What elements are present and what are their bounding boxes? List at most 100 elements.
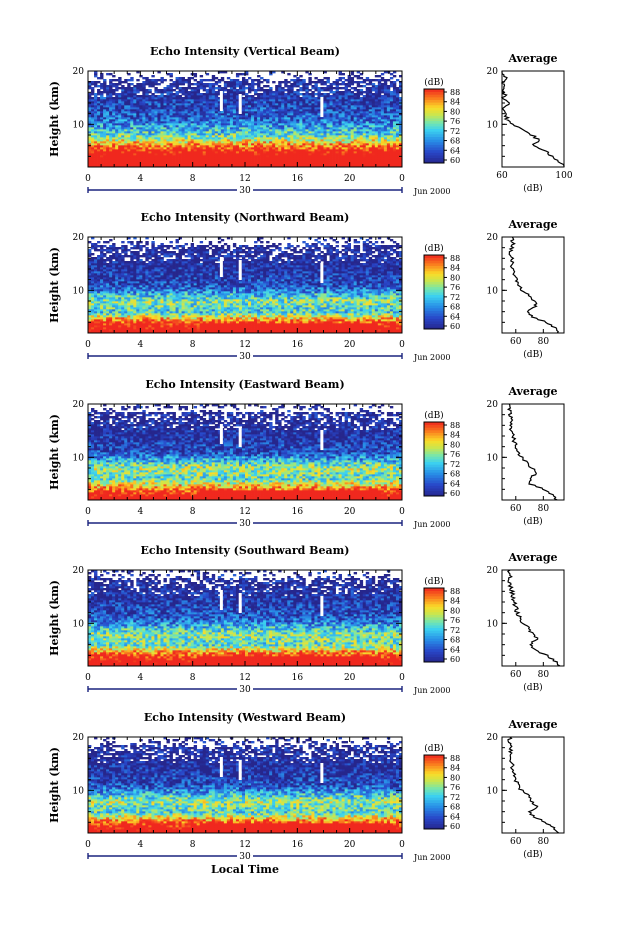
heatmap-cell <box>109 85 112 87</box>
heatmap-cell <box>327 139 330 141</box>
heatmap-cell <box>354 113 357 115</box>
heatmap-cell <box>308 113 311 115</box>
heatmap-cell <box>363 163 366 165</box>
heatmap-cell <box>308 127 311 129</box>
heatmap-cell <box>139 139 142 141</box>
heatmap-cell <box>127 137 130 139</box>
heatmap-cell <box>254 131 257 133</box>
heatmap-cell <box>142 161 145 163</box>
heatmap-cell <box>112 123 115 125</box>
heatmap-cell <box>372 119 375 121</box>
heatmap-cell <box>154 107 157 109</box>
heatmap-cell <box>112 97 115 99</box>
heatmap-cell <box>224 81 227 83</box>
heatmap-cell <box>103 275 106 277</box>
heatmap-cell <box>287 147 290 149</box>
heatmap-cell <box>151 161 154 163</box>
heatmap-cell <box>173 123 176 125</box>
heatmap-cell <box>324 163 327 165</box>
heatmap-cell <box>269 105 272 107</box>
heatmap-cell <box>173 101 176 103</box>
heatmap-cell <box>136 151 139 153</box>
heatmap-cell <box>299 137 302 139</box>
heatmap-cell <box>94 105 97 107</box>
heatmap-cell <box>260 131 263 133</box>
heatmap-cell <box>327 153 330 155</box>
heatmap-cell <box>257 147 260 149</box>
heatmap-cell <box>139 99 142 101</box>
heatmap-cell <box>345 131 348 133</box>
heatmap-cell <box>185 119 188 121</box>
heatmap-cell <box>381 77 384 79</box>
heatmap-cell <box>342 91 345 93</box>
heatmap-cell <box>94 109 97 111</box>
heatmap-cell <box>100 85 103 87</box>
heatmap-cell <box>269 139 272 141</box>
heatmap-cell <box>154 119 157 121</box>
heatmap-cell <box>336 99 339 101</box>
heatmap-cell <box>100 157 103 159</box>
heatmap-cell <box>163 145 166 147</box>
heatmap-cell <box>378 101 381 103</box>
heatmap-cell <box>275 135 278 137</box>
heatmap-cell <box>109 329 112 331</box>
heatmap-cell <box>257 129 260 131</box>
heatmap-cell <box>206 97 209 99</box>
heatmap-cell <box>203 141 206 143</box>
heatmap-cell <box>327 131 330 133</box>
heatmap-cell <box>248 91 251 93</box>
heatmap-cell <box>215 163 218 165</box>
heatmap-cell <box>179 149 182 151</box>
heatmap-cell <box>106 323 109 325</box>
heatmap-cell <box>381 157 384 159</box>
heatmap-cell <box>218 159 221 161</box>
colorbar-segment <box>424 129 444 132</box>
heatmap-cell <box>157 153 160 155</box>
heatmap-cell <box>396 131 399 133</box>
heatmap-cell <box>330 125 333 127</box>
heatmap-cell <box>251 153 254 155</box>
heatmap-cell <box>290 93 293 95</box>
heatmap-cell <box>221 139 224 141</box>
heatmap-cell <box>357 117 360 119</box>
heatmap-cell <box>170 97 173 99</box>
heatmap-cell <box>100 97 103 99</box>
heatmap-cell <box>188 147 191 149</box>
heatmap-cell <box>290 135 293 137</box>
heatmap-cell <box>366 139 369 141</box>
heatmap-cell <box>179 119 182 121</box>
heatmap-cell <box>212 135 215 137</box>
heatmap-cell <box>91 271 94 273</box>
heatmap-cell <box>360 143 363 145</box>
heatmap-cell <box>372 99 375 101</box>
heatmap-cell <box>393 93 396 95</box>
heatmap-cell <box>109 121 112 123</box>
heatmap-cell <box>393 105 396 107</box>
heatmap-cell <box>357 161 360 163</box>
heatmap-cell <box>106 317 109 319</box>
heatmap-cell <box>393 131 396 133</box>
heatmap-cell <box>127 121 130 123</box>
heatmap-cell <box>317 125 320 127</box>
heatmap-cell <box>154 141 157 143</box>
heatmap-cell <box>384 121 387 123</box>
heatmap-cell <box>363 145 366 147</box>
heatmap-cell <box>133 105 136 107</box>
heatmap-cell <box>203 145 206 147</box>
heatmap-cell <box>363 81 366 83</box>
heatmap-cell <box>299 117 302 119</box>
heatmap-cell <box>112 157 115 159</box>
heatmap-cell <box>369 147 372 149</box>
heatmap-cell <box>194 163 197 165</box>
heatmap-cell <box>345 103 348 105</box>
heatmap-cell <box>369 103 372 105</box>
heatmap-cell <box>281 135 284 137</box>
heatmap-cell <box>314 151 317 153</box>
heatmap-cell <box>106 279 109 281</box>
heatmap-cell <box>163 115 166 117</box>
heatmap-cell <box>139 151 142 153</box>
heatmap-cell <box>317 161 320 163</box>
heatmap-cell <box>236 143 239 145</box>
heatmap-cell <box>363 133 366 135</box>
heatmap-cell <box>378 145 381 147</box>
